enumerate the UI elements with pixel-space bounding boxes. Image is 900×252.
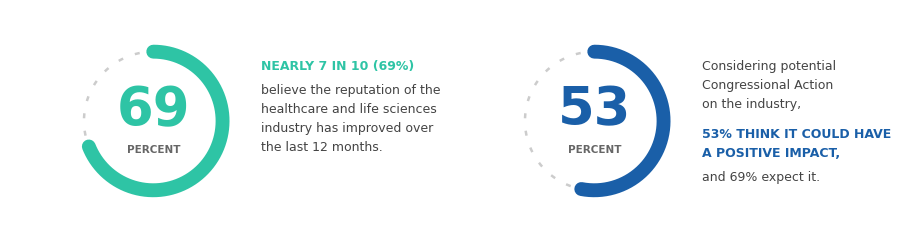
Text: believe the reputation of the
healthcare and life sciences
industry has improved: believe the reputation of the healthcare… [261, 84, 440, 153]
Text: 69: 69 [116, 85, 190, 137]
Text: PERCENT: PERCENT [127, 145, 180, 155]
Text: 53% THINK IT COULD HAVE
A POSITIVE IMPACT,: 53% THINK IT COULD HAVE A POSITIVE IMPAC… [702, 128, 891, 160]
Text: 53: 53 [558, 85, 631, 137]
Text: and 69% expect it.: and 69% expect it. [702, 171, 820, 184]
Text: Considering potential
Congressional Action
on the industry,: Considering potential Congressional Acti… [702, 60, 836, 111]
Text: PERCENT: PERCENT [568, 145, 621, 155]
Text: NEARLY 7 IN 10 (69%): NEARLY 7 IN 10 (69%) [261, 60, 414, 73]
